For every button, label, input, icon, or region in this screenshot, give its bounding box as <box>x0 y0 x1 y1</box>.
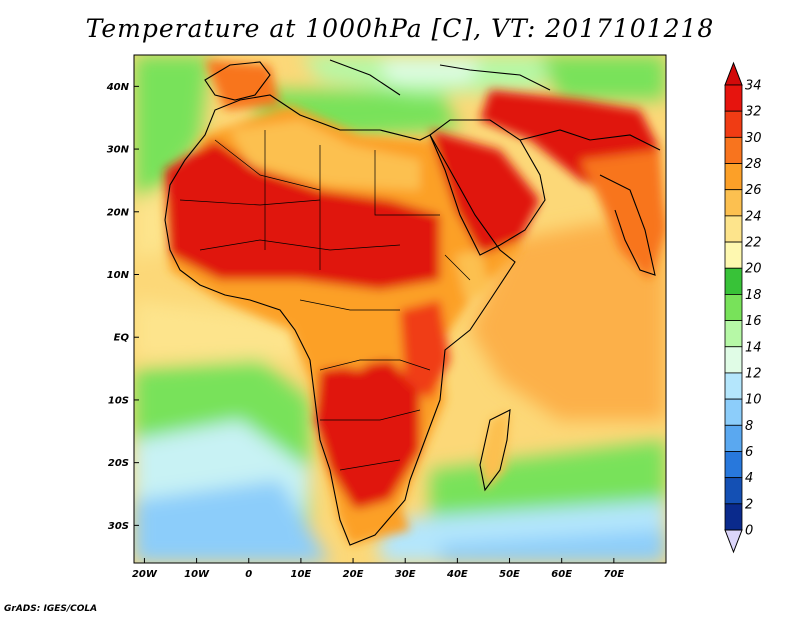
colorbar-segment <box>724 503 743 531</box>
colorbar-segment <box>724 294 743 321</box>
colorbar-label: 20 <box>745 262 762 277</box>
colorbar-segment <box>724 267 743 295</box>
colorbar-label: 4 <box>745 471 753 486</box>
colorbar-label: 8 <box>745 419 753 434</box>
y-tick-label: 20N <box>107 207 130 218</box>
colorbar-segment <box>724 189 743 217</box>
colorbar-label: 10 <box>745 393 762 408</box>
colorbar-label: 16 <box>745 314 762 329</box>
y-tick-label: 10S <box>108 395 129 406</box>
colorbar-label: 6 <box>745 445 753 460</box>
colorbar-label: 18 <box>745 288 762 303</box>
plot-frame <box>133 54 667 564</box>
colorbar-segment <box>724 110 743 138</box>
temperature-field <box>134 55 666 563</box>
y-tick-label: 30S <box>108 521 129 532</box>
x-tick-label: 10E <box>291 569 312 580</box>
y-tick-label: 40N <box>106 82 130 93</box>
country-borders <box>179 130 471 471</box>
x-tick-label: 50E <box>499 569 520 580</box>
colorbar-segment <box>724 451 743 479</box>
map-title: Temperature at 1000hPa [C], VT: 20171012… <box>85 14 715 43</box>
colorbar-label: 0 <box>745 524 753 539</box>
colorbar-label: 30 <box>745 131 762 146</box>
colorbar-segment <box>724 424 743 452</box>
colorbar-segment <box>724 215 743 243</box>
x-axis: 20W 10W 0 10E 20E 30E 40E 50E 60E 70E <box>132 558 624 580</box>
colorbar-label: 28 <box>745 157 762 172</box>
y-tick-label: 10N <box>107 270 130 281</box>
colorbar-segment <box>724 398 743 426</box>
x-tick-label: 20E <box>343 569 364 580</box>
colorbar-segment <box>724 163 743 191</box>
x-tick-label: 60E <box>551 569 572 580</box>
y-tick-label: 20S <box>108 458 129 469</box>
colorbar-label: 14 <box>745 340 762 355</box>
colorbar-top-arrow <box>724 61 743 86</box>
colorbar-label: 32 <box>745 105 762 120</box>
colorbar-label: 2 <box>745 497 753 512</box>
colorbar-segment <box>724 320 743 348</box>
colorbar-label: 24 <box>745 209 762 224</box>
colorbar-segment <box>724 136 743 164</box>
x-tick-label: 40E <box>446 569 468 580</box>
colorbar-segment <box>724 477 743 505</box>
colorbar-label: 22 <box>745 236 762 251</box>
y-tick-label: 30N <box>107 145 130 156</box>
colorbar-label: 26 <box>745 183 762 198</box>
y-axis: 40N 30N 20N 10N EQ 10S 20S 30S <box>106 82 139 532</box>
colorbar-bottom-arrow <box>724 529 743 554</box>
colorbar-segment <box>724 346 743 374</box>
colorbar-segment <box>724 84 743 112</box>
credit-text: GrADS: IGES/COLA <box>4 604 98 614</box>
x-tick-label: 70E <box>603 569 624 580</box>
x-tick-label: 10W <box>184 569 210 580</box>
colorbar-segment <box>724 241 743 269</box>
colorbar-segment <box>724 372 743 400</box>
coastlines <box>164 59 661 546</box>
x-tick-label: 20W <box>132 569 158 580</box>
colorbar-label: 34 <box>745 79 762 94</box>
x-tick-label: 30E <box>395 569 416 580</box>
colorbar-label: 12 <box>745 366 762 381</box>
x-tick-label: 0 <box>245 569 252 580</box>
y-tick-label: EQ <box>114 333 130 344</box>
